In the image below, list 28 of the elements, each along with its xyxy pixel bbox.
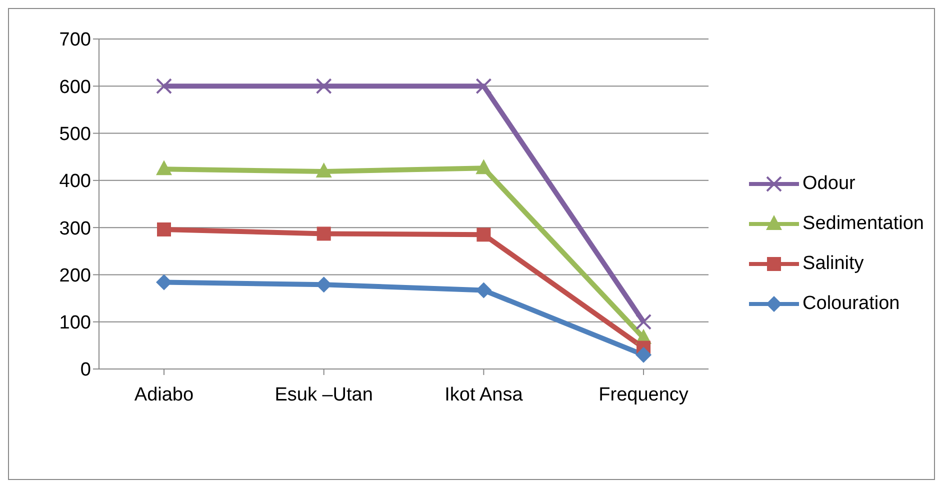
y-tick-label: 700 — [59, 30, 91, 51]
point — [636, 346, 652, 363]
point — [476, 159, 492, 174]
x-tick-label: Esuk –Utan — [274, 384, 373, 406]
legend-label: Salinity — [802, 253, 864, 275]
point — [316, 78, 332, 94]
point — [476, 78, 492, 94]
legend-label: Odour — [802, 173, 856, 195]
point — [636, 314, 652, 330]
legend-label: Sedimentation — [802, 213, 924, 235]
legend-label: Colouration — [802, 293, 900, 315]
x-tick-label: Adiabo — [134, 384, 194, 406]
y-tick-label: 100 — [59, 312, 91, 334]
y-tick-label: 0 — [80, 360, 91, 381]
point — [476, 228, 491, 242]
y-tick-label: 400 — [59, 171, 91, 192]
y-tick-label: 300 — [59, 218, 91, 240]
point — [157, 222, 171, 236]
point — [156, 274, 172, 290]
y-tick-label: 500 — [59, 124, 91, 146]
point — [316, 226, 331, 241]
point — [156, 78, 172, 94]
point — [156, 160, 172, 176]
y-tick-label: 200 — [59, 265, 91, 286]
x-tick-label: Ikot Ansa — [444, 384, 524, 406]
point — [316, 162, 332, 178]
y-tick-label: 600 — [59, 76, 91, 98]
x-tick-label: Frequency — [598, 384, 689, 406]
